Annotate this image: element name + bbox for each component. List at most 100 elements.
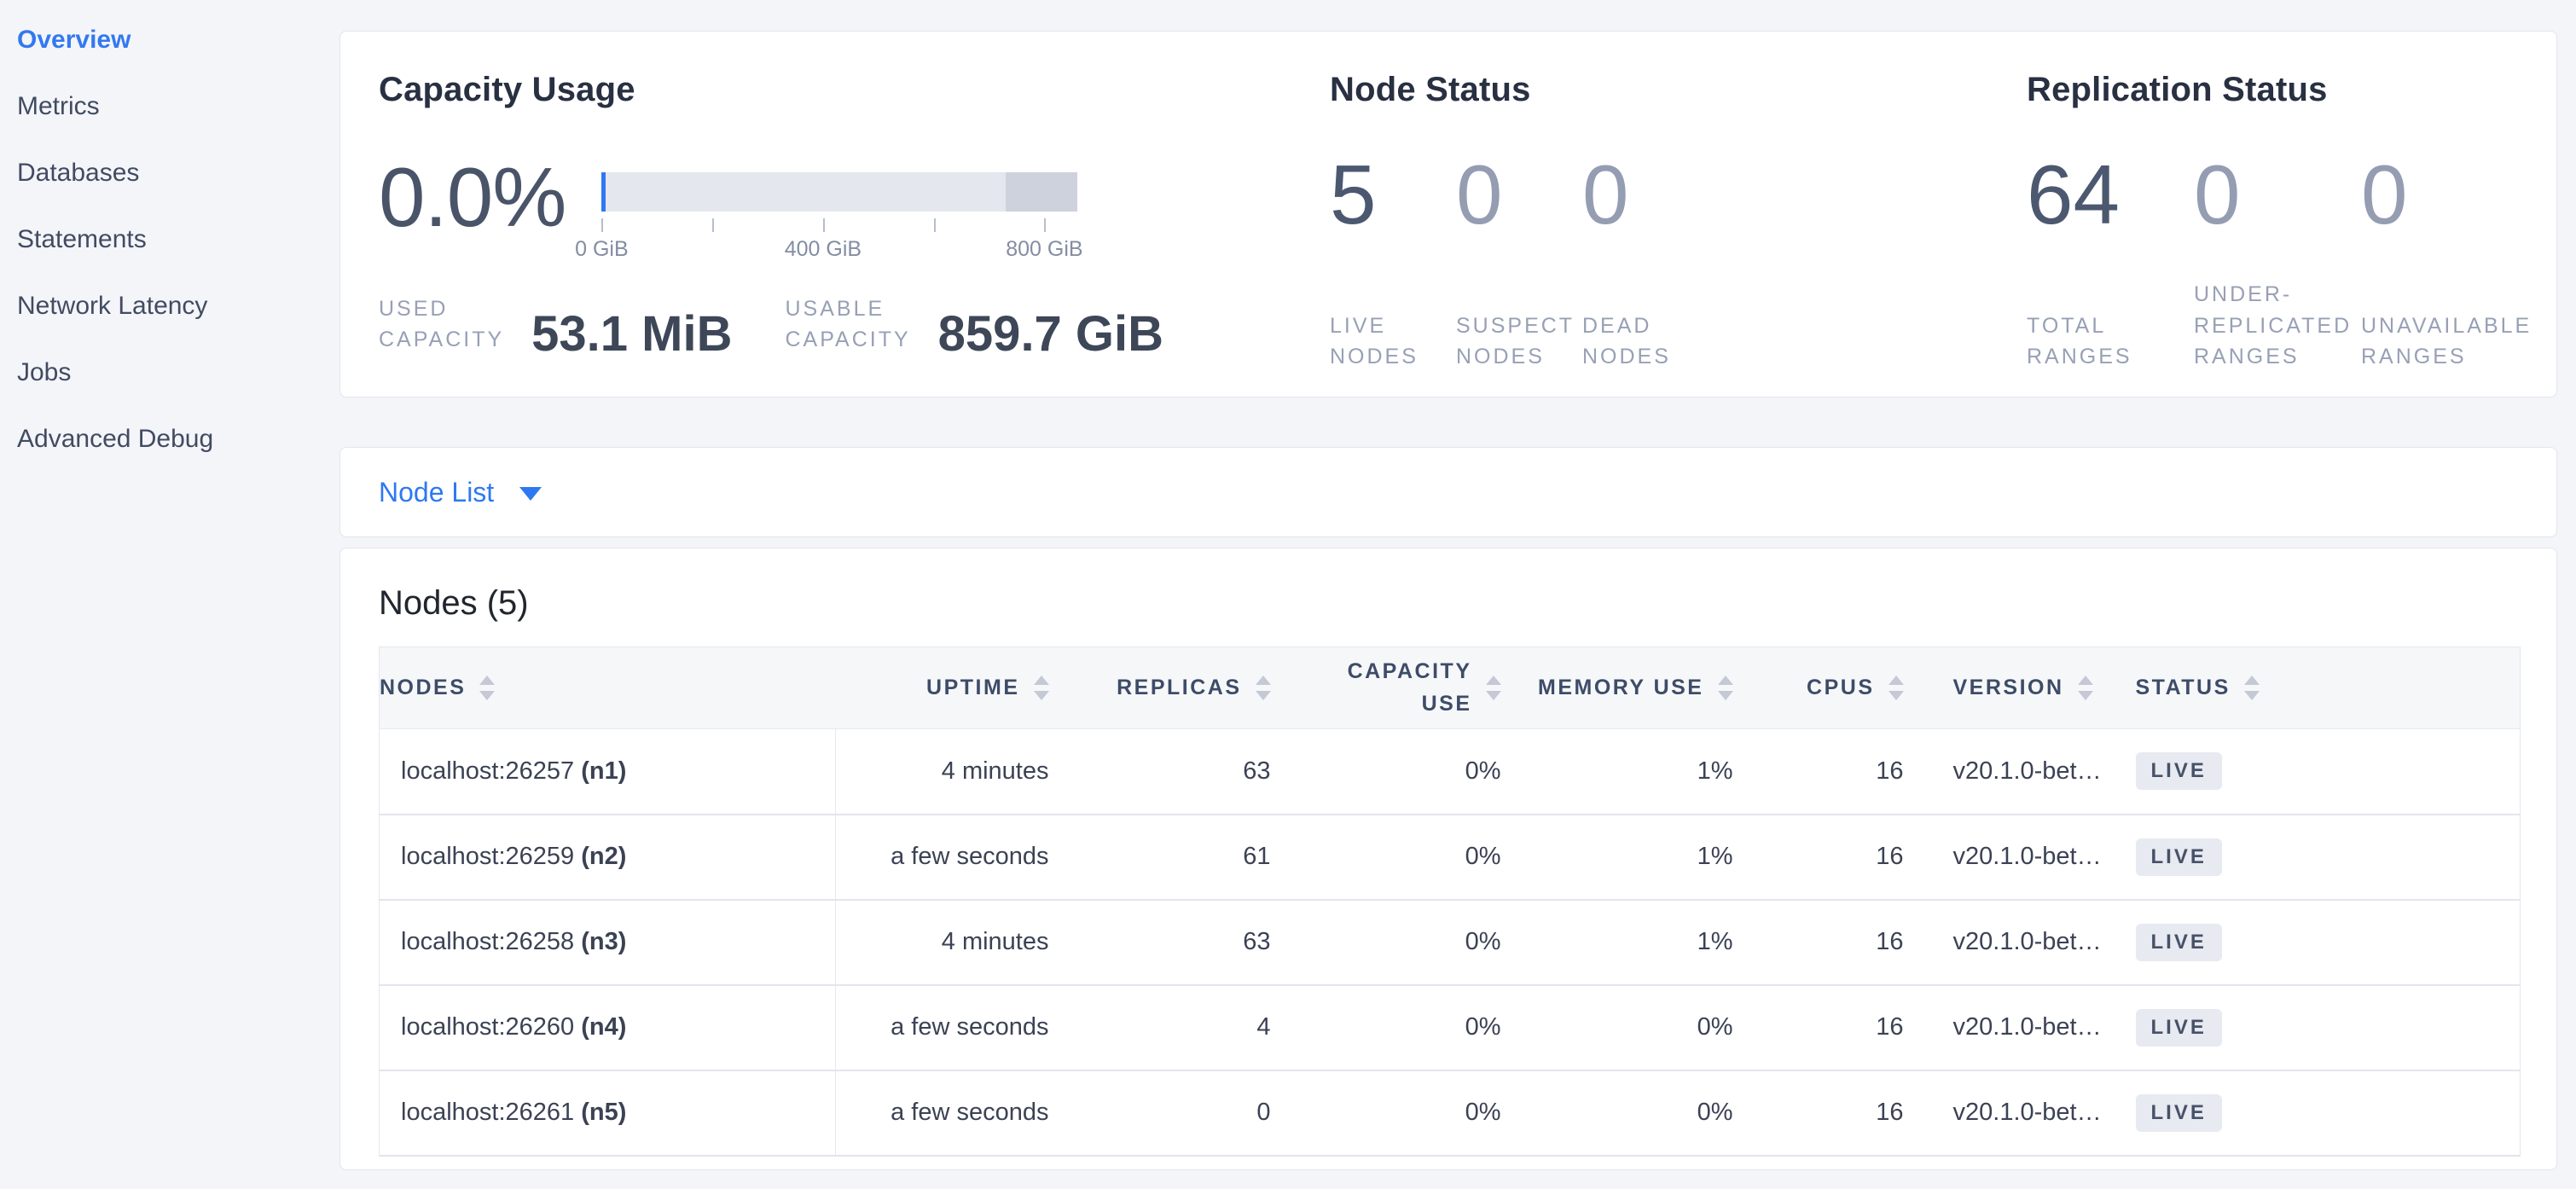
total-ranges-value: 64	[2027, 148, 2121, 241]
status-badge: LIVE	[2135, 838, 2222, 876]
live-nodes-label: LIVE NODES	[1330, 313, 1419, 368]
version-cell: v20.1.0-bet…	[1903, 984, 2117, 1071]
node-id: (n2)	[581, 843, 627, 870]
column-header-nodes[interactable]: NODES	[379, 647, 836, 729]
capacity-use-cell: 0%	[1270, 899, 1501, 986]
replication-status-title: Replication Status	[2027, 71, 2328, 108]
sort-icon	[2077, 676, 2093, 700]
sort-icon	[1255, 676, 1271, 700]
unavailable-ranges-stat: 0 UNAVAILABLE RANGES	[2361, 148, 2532, 372]
column-label: MEMORY USE	[1538, 675, 1704, 699]
version-cell: v20.1.0-bet…	[1903, 814, 2117, 901]
unavailable-ranges-value: 0	[2361, 148, 2408, 241]
live-nodes-value: 5	[1330, 148, 1377, 241]
replication-status-section: Replication Status 64 TOTAL RANGES 0 UND…	[2027, 32, 2556, 397]
memory-use-cell: 1%	[1500, 728, 1733, 815]
capacity-usage-title: Capacity Usage	[379, 71, 635, 108]
capacity-usage-section: Capacity Usage 0.0% 0 GiB 400 GiB 800 Gi…	[340, 32, 1330, 397]
table-row: localhost:26261 (n5) a few seconds 0 0% …	[379, 1070, 2521, 1157]
node-id: (n5)	[581, 1099, 627, 1126]
node-address-link[interactable]: localhost:26257	[401, 757, 575, 785]
uptime-cell: a few seconds	[835, 814, 1049, 901]
capacity-use-cell: 0%	[1270, 1070, 1501, 1157]
column-label: UPTIME	[926, 675, 1020, 699]
sort-icon	[1888, 676, 1904, 700]
replicas-cell: 0	[1048, 1070, 1271, 1157]
unavailable-ranges-label: UNAVAILABLE RANGES	[2361, 313, 2532, 368]
capacity-use-cell: 0%	[1270, 984, 1501, 1071]
status-badge: LIVE	[2135, 1008, 2222, 1047]
column-label: CAPACITY USE	[1347, 659, 1472, 716]
node-status-section: Node Status 5 LIVE NODES 0 SUSPECT NODES…	[1330, 32, 2027, 397]
column-label: STATUS	[2135, 675, 2231, 699]
column-header-memory-use[interactable]: MEMORY USE	[1500, 647, 1733, 729]
capacity-use-cell: 0%	[1270, 814, 1501, 901]
memory-use-cell: 1%	[1500, 814, 1733, 901]
under-replicated-ranges-value: 0	[2194, 148, 2241, 241]
column-label: CPUS	[1807, 675, 1875, 699]
node-id: (n1)	[581, 757, 627, 785]
node-address-link[interactable]: localhost:26261	[401, 1099, 575, 1126]
axis-label-800gib: 800 GiB	[1006, 237, 1083, 261]
replicas-cell: 61	[1048, 814, 1271, 901]
live-nodes-stat: 5 LIVE NODES	[1330, 148, 1456, 372]
sidebar-item-network-latency[interactable]: Network Latency	[17, 292, 208, 320]
usable-capacity-label: USABLE CAPACITY	[785, 297, 911, 352]
column-header-uptime[interactable]: UPTIME	[835, 647, 1049, 729]
version-cell: v20.1.0-bet…	[1903, 899, 2117, 986]
sidebar-item-advanced-debug[interactable]: Advanced Debug	[17, 425, 214, 453]
sort-icon	[2243, 676, 2260, 700]
replicas-cell: 4	[1048, 984, 1271, 1071]
node-list-bar: Node List	[339, 447, 2557, 537]
column-header-capacity-use[interactable]: CAPACITY USE	[1270, 647, 1501, 729]
cpus-cell: 16	[1732, 899, 1904, 986]
column-header-version[interactable]: VERSION	[1903, 647, 2117, 729]
replicas-cell: 63	[1048, 899, 1271, 986]
sidebar-item-databases[interactable]: Databases	[17, 159, 140, 187]
column-label: REPLICAS	[1117, 675, 1242, 699]
uptime-cell: 4 minutes	[835, 899, 1049, 986]
table-header-row: NODES UPTIME REPLICAS	[379, 647, 2521, 729]
status-badge: LIVE	[2135, 752, 2222, 791]
uptime-cell: a few seconds	[835, 1070, 1049, 1157]
cpus-cell: 16	[1732, 814, 1904, 901]
column-label: VERSION	[1952, 675, 2064, 699]
table-row: localhost:26258 (n3) 4 minutes 63 0% 1% …	[379, 899, 2521, 986]
under-replicated-ranges-label: UNDER- REPLICATED RANGES	[2194, 282, 2353, 368]
replicas-cell: 63	[1048, 728, 1271, 815]
nodes-table-title: Nodes (5)	[379, 584, 529, 622]
sort-icon	[479, 676, 496, 700]
sidebar: Overview Metrics Databases Statements Ne…	[0, 0, 334, 1189]
node-list-dropdown[interactable]: Node List	[379, 477, 542, 508]
capacity-axis-labels: 0 GiB 400 GiB 800 GiB	[575, 237, 1082, 263]
sidebar-item-metrics[interactable]: Metrics	[17, 92, 100, 120]
sidebar-item-jobs[interactable]: Jobs	[17, 358, 72, 386]
cluster-summary-card: Capacity Usage 0.0% 0 GiB 400 GiB 800 Gi…	[339, 31, 2557, 397]
table-row: localhost:26260 (n4) a few seconds 4 0% …	[379, 984, 2521, 1071]
uptime-cell: 4 minutes	[835, 728, 1049, 815]
node-id: (n3)	[581, 928, 627, 955]
suspect-nodes-value: 0	[1456, 148, 1503, 241]
dead-nodes-value: 0	[1582, 148, 1629, 241]
cpus-cell: 16	[1732, 984, 1904, 1071]
capacity-axis-ticks	[601, 218, 1077, 235]
node-address-link[interactable]: localhost:26259	[401, 843, 575, 870]
sidebar-item-statements[interactable]: Statements	[17, 225, 147, 253]
column-header-replicas[interactable]: REPLICAS	[1048, 647, 1271, 729]
status-badge: LIVE	[2135, 1093, 2222, 1132]
used-capacity-value: 53.1 MiB	[531, 305, 733, 362]
capacity-bar-other-usage	[1006, 172, 1078, 212]
cpus-cell: 16	[1732, 728, 1904, 815]
version-cell: v20.1.0-bet…	[1903, 728, 2117, 815]
node-address-link[interactable]: localhost:26258	[401, 928, 575, 955]
node-address-link[interactable]: localhost:26260	[401, 1013, 575, 1041]
nodes-table: NODES UPTIME REPLICAS	[379, 647, 2521, 1157]
status-badge: LIVE	[2135, 923, 2222, 961]
column-header-cpus[interactable]: CPUS	[1732, 647, 1904, 729]
total-ranges-label: TOTAL RANGES	[2027, 313, 2132, 368]
capacity-use-cell: 0%	[1270, 728, 1501, 815]
sidebar-item-overview[interactable]: Overview	[17, 26, 131, 54]
total-ranges-stat: 64 TOTAL RANGES	[2027, 148, 2194, 372]
column-header-status[interactable]: STATUS	[2116, 647, 2521, 729]
dead-nodes-label: DEAD NODES	[1582, 313, 1671, 368]
